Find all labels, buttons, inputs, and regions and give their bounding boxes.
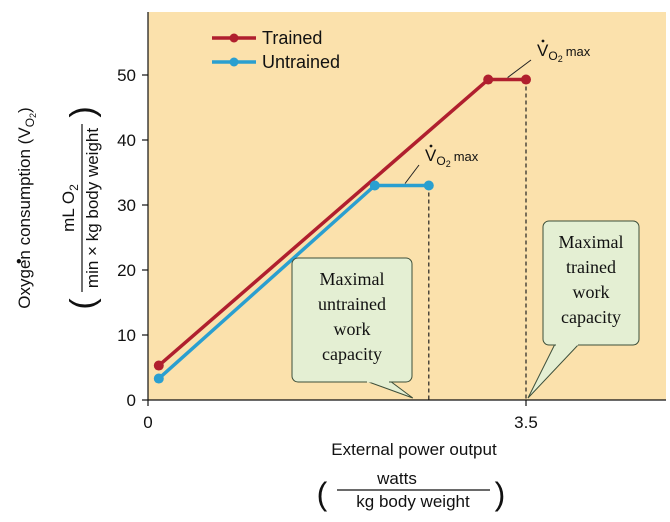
x-tick-label: 3.5 bbox=[514, 413, 538, 432]
untrained-callout-text: untrained bbox=[318, 294, 386, 314]
y-tick-label: 30 bbox=[117, 196, 136, 215]
untrained-vo2max-dot bbox=[429, 144, 433, 148]
x-ticks: 0 3.5 bbox=[143, 400, 538, 432]
untrained-data-point bbox=[369, 180, 380, 191]
svg-text:min × kg body weight: min × kg body weight bbox=[83, 128, 102, 288]
y-tick-label: 10 bbox=[117, 326, 136, 345]
y-tick-label: 50 bbox=[117, 66, 136, 85]
y-tick-label: 0 bbox=[127, 391, 136, 410]
vo2max-labels: VO2 max VO2 max bbox=[404, 39, 591, 184]
svg-text:(: ( bbox=[64, 298, 102, 310]
y-axis-unit: mL O2 min × kg body weight ( ) bbox=[59, 106, 102, 309]
trained-callout-text: work bbox=[573, 282, 610, 302]
capacity-callouts: Maximal untrained work capacity Maximal train… bbox=[291, 220, 640, 399]
y-axis-label: Oxygen consumption (VO2) • bbox=[11, 107, 38, 308]
x-tick-label: 0 bbox=[143, 413, 152, 432]
trained-callout-box bbox=[542, 220, 640, 346]
trained-callout-text: Maximal bbox=[559, 232, 624, 252]
svg-text:Oxygen consumption (VO2): Oxygen consumption (VO2) bbox=[15, 107, 38, 308]
trained-vo2max-label: VO2 max bbox=[537, 41, 591, 64]
svg-text:): ) bbox=[64, 106, 102, 117]
untrained-callout-text: work bbox=[334, 319, 371, 339]
trained-data-point bbox=[153, 360, 164, 371]
trained-vo2max-dot bbox=[541, 39, 545, 43]
y-tick-label: 40 bbox=[117, 131, 136, 150]
legend-trained-marker bbox=[229, 33, 239, 43]
svg-text:): ) bbox=[495, 476, 506, 512]
untrained-data-point bbox=[423, 180, 434, 191]
series-group bbox=[153, 74, 531, 384]
untrained-callout-text: capacity bbox=[322, 344, 382, 364]
svg-text:mL O2: mL O2 bbox=[59, 184, 81, 232]
trained-data-point bbox=[521, 74, 531, 85]
trained-vo2max-leader bbox=[507, 59, 532, 78]
trained-callout-text: trained bbox=[566, 257, 616, 277]
trained-data-point bbox=[483, 74, 494, 85]
y-tick-label: 20 bbox=[117, 261, 136, 280]
untrained-data-point bbox=[153, 373, 164, 384]
legend-untrained-label: Untrained bbox=[262, 52, 340, 72]
y-vdot-mark: • bbox=[11, 258, 28, 264]
y-ticks: 0 10 20 30 40 50 bbox=[117, 66, 148, 410]
x-axis-unit: watts kg body weight ( ) bbox=[317, 469, 506, 512]
untrained-callout-box bbox=[291, 257, 413, 383]
legend: Trained Untrained bbox=[212, 28, 340, 72]
trained-callout-text: capacity bbox=[561, 307, 621, 327]
untrained-vo2max-label: VO2 max bbox=[425, 146, 479, 169]
x-axis-label: External power output bbox=[331, 440, 497, 459]
untrained-callout-text: Maximal bbox=[320, 269, 385, 289]
svg-text:watts: watts bbox=[376, 469, 417, 488]
untrained-vo2max-leader bbox=[404, 164, 420, 184]
legend-trained-label: Trained bbox=[262, 28, 322, 48]
legend-untrained-marker bbox=[229, 57, 239, 67]
svg-text:(: ( bbox=[317, 476, 328, 512]
svg-text:kg body weight: kg body weight bbox=[356, 492, 470, 511]
